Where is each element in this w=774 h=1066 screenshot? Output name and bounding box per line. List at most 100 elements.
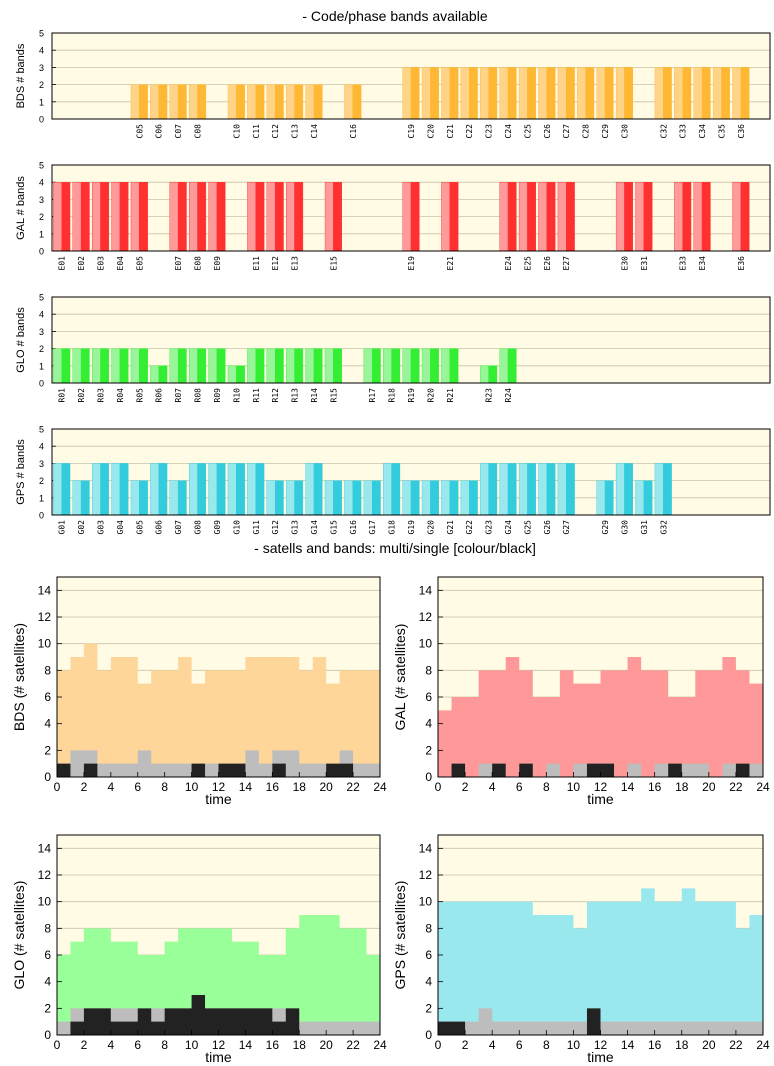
- bar: [596, 480, 606, 516]
- bar: [410, 67, 420, 120]
- category-label: C13: [291, 124, 300, 139]
- bar: [693, 67, 703, 120]
- category-label: R21: [446, 388, 455, 403]
- category-label: E34: [698, 256, 707, 271]
- category-label: G07: [174, 520, 183, 535]
- category-label: R24: [504, 388, 513, 403]
- bar: [53, 181, 62, 252]
- category-label: C35: [717, 124, 726, 139]
- bar: [188, 84, 198, 120]
- bar: [460, 480, 470, 516]
- bar: [712, 67, 722, 120]
- bar: [177, 84, 187, 120]
- y-tick-label: 0: [44, 770, 51, 784]
- category-label: R02: [77, 388, 86, 403]
- bar: [266, 84, 276, 120]
- bar: [507, 463, 517, 516]
- x-tick-label: 0: [435, 1038, 442, 1052]
- bar: [557, 67, 567, 120]
- y-axis-label: GAL (# satellites): [392, 624, 408, 731]
- category-label: R10: [232, 388, 241, 403]
- x-tick-label: 4: [489, 1038, 496, 1052]
- category-label: G10: [232, 520, 241, 535]
- y-tick-label: 6: [425, 690, 432, 704]
- bar: [139, 348, 148, 384]
- bar: [255, 348, 265, 384]
- bar: [91, 348, 101, 384]
- category-label: C10: [232, 124, 241, 139]
- bar: [488, 365, 498, 384]
- bar: [441, 181, 451, 252]
- bar: [441, 348, 451, 384]
- x-axis-label: time: [205, 791, 232, 807]
- bar: [139, 480, 148, 516]
- bar: [624, 463, 634, 516]
- bar: [604, 67, 614, 120]
- bar: [518, 181, 528, 252]
- bar: [130, 84, 140, 120]
- x-tick-label: 10: [567, 1038, 581, 1052]
- y-tick-label: 4: [425, 717, 432, 731]
- category-label: R08: [194, 388, 203, 403]
- bar: [732, 67, 742, 120]
- category-label: G19: [407, 520, 416, 535]
- category-label: C19: [407, 124, 416, 139]
- category-label: R03: [97, 388, 106, 403]
- x-tick-label: 22: [346, 780, 360, 794]
- x-tick-label: 24: [373, 780, 387, 794]
- bar: [139, 181, 148, 252]
- bar: [255, 84, 265, 120]
- category-label: E12: [271, 256, 280, 271]
- bar: [286, 181, 295, 252]
- bar: [577, 67, 586, 120]
- y-axis-label: GPS # bands: [15, 439, 27, 505]
- x-tick-label: 18: [675, 780, 689, 794]
- bar: [324, 480, 334, 516]
- category-label: E27: [562, 256, 571, 271]
- y-tick-label: 8: [44, 663, 51, 677]
- category-label: C26: [543, 124, 552, 139]
- x-tick-label: 14: [239, 780, 253, 794]
- bar: [344, 480, 353, 516]
- category-label: G15: [329, 520, 338, 535]
- category-label: E30: [620, 256, 629, 271]
- bar: [430, 480, 439, 516]
- y-tick-label: 14: [419, 583, 433, 597]
- bar: [527, 463, 536, 516]
- bar: [430, 67, 439, 120]
- bar: [80, 480, 90, 516]
- y-tick-label: 6: [425, 948, 432, 962]
- category-label: G06: [155, 520, 164, 535]
- bands-chart-glo: 0 1 2 3 4 5 GLO # bands R01 R02 R03 R04 R05 R06 R07 R0…: [15, 293, 771, 403]
- category-label: R19: [407, 388, 416, 403]
- x-axis-label: time: [587, 791, 614, 807]
- y-axis-label: GLO (# satellites): [11, 881, 27, 990]
- bar: [111, 181, 121, 252]
- x-tick-label: 14: [621, 1038, 635, 1052]
- y-tick-label: 0: [39, 115, 44, 125]
- bar: [274, 480, 284, 516]
- bar: [294, 84, 304, 120]
- x-axis-label: time: [587, 1049, 614, 1065]
- category-label: C12: [271, 124, 280, 139]
- bands-chart-bds: 0 1 2 3 4 5 BDS # bands C05 C06 C07 C08 C10 C11 C12 C1…: [15, 29, 771, 139]
- bar: [469, 480, 478, 516]
- y-tick-label: 3: [39, 195, 44, 205]
- bar: [61, 181, 71, 252]
- bar: [449, 348, 459, 384]
- category-label: E33: [679, 256, 688, 271]
- bar: [247, 463, 256, 516]
- category-label: E25: [523, 256, 532, 271]
- bar: [402, 181, 412, 252]
- bar: [635, 480, 645, 516]
- bar: [177, 348, 187, 384]
- bar: [557, 181, 567, 252]
- x-tick-label: 12: [594, 1038, 608, 1052]
- bar: [480, 365, 489, 384]
- category-label: G26: [543, 520, 552, 535]
- category-label: G21: [446, 520, 455, 535]
- y-tick-label: 6: [44, 948, 51, 962]
- bar: [654, 463, 664, 516]
- category-label: E26: [543, 256, 552, 271]
